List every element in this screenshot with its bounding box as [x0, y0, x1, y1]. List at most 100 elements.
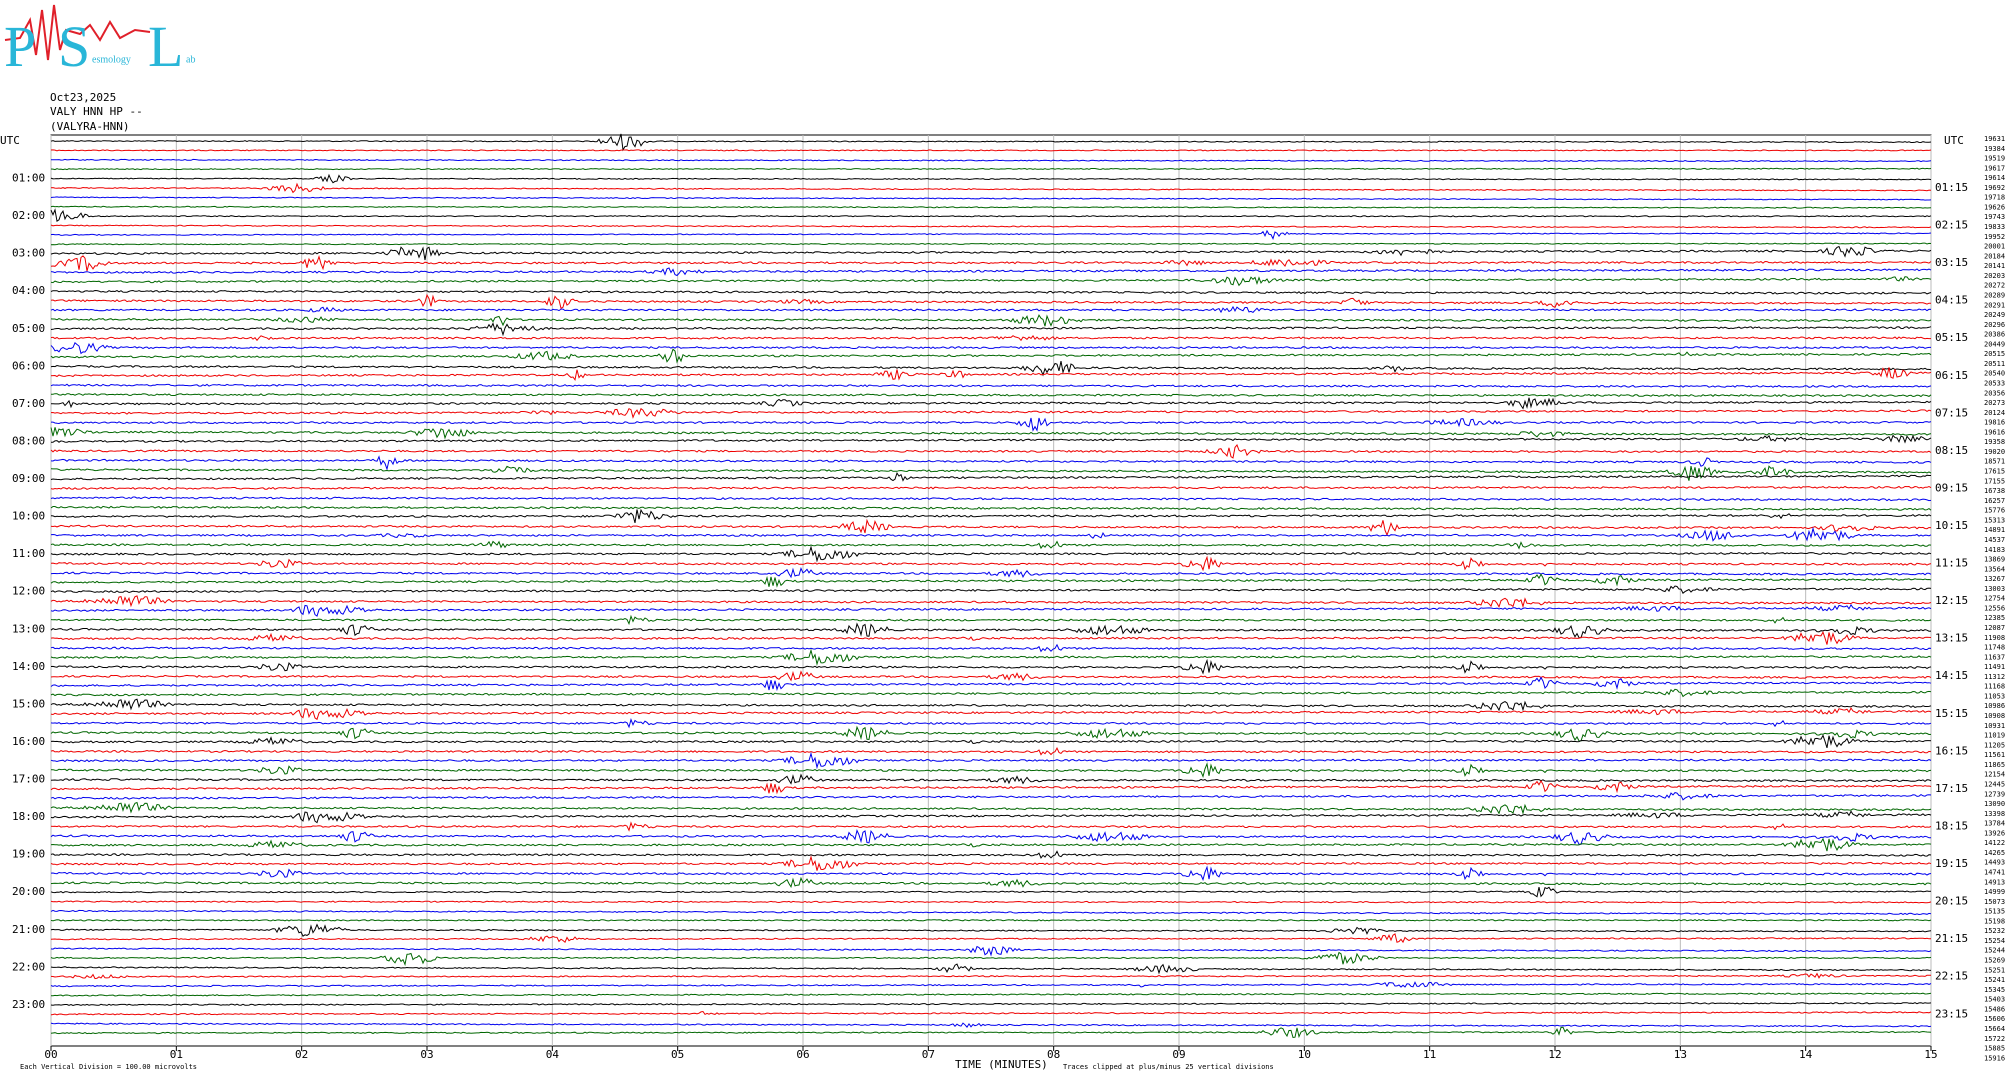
hour-label: 06:00: [12, 359, 45, 372]
x-axis-title: TIME (MINUTES): [955, 1058, 1048, 1071]
logo-letter: L: [148, 14, 183, 79]
trace: [50, 658, 1932, 675]
date: Oct23,2025: [50, 91, 116, 104]
trace: [50, 224, 1932, 229]
trace-count: 14122: [1984, 839, 2005, 847]
trace-count: 11491: [1984, 663, 2005, 671]
x-tick-label: 14: [1799, 1048, 1813, 1061]
trace: [50, 242, 1932, 246]
trace-count: 20289: [1984, 291, 2005, 299]
trace: [50, 688, 1932, 698]
trace-count: 12385: [1984, 614, 2005, 622]
trace-count: 11168: [1984, 683, 2005, 691]
trace-count: 20001: [1984, 243, 2005, 251]
trace: [50, 595, 1932, 609]
trace: [50, 383, 1932, 388]
x-tick-label: 00: [44, 1048, 57, 1061]
trace-count: 17615: [1984, 468, 2005, 476]
trace-count: 19384: [1984, 145, 2005, 153]
x-tick-label: 08: [1047, 1048, 1060, 1061]
trace: [50, 919, 1932, 922]
trace-count: 19743: [1984, 213, 2005, 221]
trace-count: 19952: [1984, 233, 2005, 241]
x-tick-label: 01: [170, 1048, 183, 1061]
trace-count: 15135: [1984, 908, 2005, 916]
trace: [50, 229, 1932, 240]
trace: [50, 643, 1932, 653]
trace: [50, 276, 1932, 287]
trace: [50, 293, 1932, 310]
logo-wave: [4, 4, 151, 61]
trace-count: 15885: [1984, 1045, 2005, 1053]
trace: [50, 245, 1932, 261]
hour-label: 17:15: [1935, 782, 1968, 795]
trace: [50, 603, 1932, 617]
hour-label: 11:00: [12, 547, 45, 560]
hour-label: 02:15: [1935, 219, 1968, 232]
x-tick-label: 03: [420, 1048, 433, 1061]
trace-count: 15232: [1984, 927, 2005, 935]
x-tick-label: 10: [1298, 1048, 1311, 1061]
trace-count: 15664: [1984, 1025, 2005, 1033]
trace: [50, 792, 1932, 801]
trace: [50, 255, 1932, 272]
trace: [50, 746, 1932, 756]
trace: [50, 751, 1932, 770]
trace-count: 15722: [1984, 1035, 2005, 1043]
trace: [50, 314, 1932, 327]
trace: [50, 972, 1931, 980]
trace: [50, 850, 1932, 859]
hour-label: 22:00: [12, 960, 45, 973]
trace: [50, 801, 1932, 815]
trace-count: 15776: [1984, 507, 2005, 515]
hour-label: 03:00: [12, 247, 45, 260]
trace-count: 20296: [1984, 321, 2005, 329]
trace-count: 13398: [1984, 810, 2005, 818]
hour-label: 13:00: [12, 622, 45, 635]
trace-count: 19614: [1984, 174, 2005, 182]
hour-label: 10:00: [12, 510, 45, 523]
hour-label: 17:00: [12, 773, 45, 786]
trace: [50, 622, 1932, 639]
hour-label: 21:15: [1935, 932, 1968, 945]
trace: [50, 963, 1932, 975]
trace-count: 14265: [1984, 849, 2005, 857]
trace-count: 12154: [1984, 771, 2005, 779]
x-tick-label: 07: [922, 1048, 935, 1061]
trace: [50, 526, 1932, 542]
trace-count: 19519: [1984, 155, 2005, 163]
x-tick-label: 13: [1674, 1048, 1687, 1061]
clip-note: Traces clipped at plus/minus 25 vertical…: [1063, 1063, 1274, 1071]
hour-label: 09:00: [12, 472, 45, 485]
trace: [50, 444, 1932, 459]
hour-label: 23:15: [1935, 1007, 1968, 1020]
trace-count: 15073: [1984, 898, 2005, 906]
trace-count: 11748: [1984, 644, 2005, 652]
trace-count: 15403: [1984, 996, 2005, 1004]
hour-label: 02:00: [12, 209, 45, 222]
trace: [50, 865, 1932, 882]
trace: [50, 545, 1932, 563]
trace-count: 13869: [1984, 556, 2005, 564]
x-tick-label: 04: [546, 1048, 560, 1061]
trace-count: 19616: [1984, 428, 2005, 436]
trace: [50, 992, 1932, 997]
trace-count: 13564: [1984, 565, 2005, 573]
trace-count: 11312: [1984, 673, 2005, 681]
trace: [50, 485, 1932, 490]
trace: [50, 933, 1931, 944]
trace: [50, 1026, 1932, 1039]
trace-count: 14183: [1984, 546, 2005, 554]
trace-count: 15254: [1984, 937, 2005, 945]
trace-count: 20141: [1984, 262, 2005, 270]
trace: [50, 267, 1932, 277]
trace: [50, 676, 1932, 692]
trace-count: 13926: [1984, 829, 2005, 837]
trace-count: 16738: [1984, 487, 2005, 495]
trace-count: 15269: [1984, 957, 2005, 965]
trace-count: 20272: [1984, 282, 2005, 290]
x-tick-label: 12: [1548, 1048, 1561, 1061]
trace: [50, 149, 1932, 152]
trace: [50, 208, 1932, 223]
